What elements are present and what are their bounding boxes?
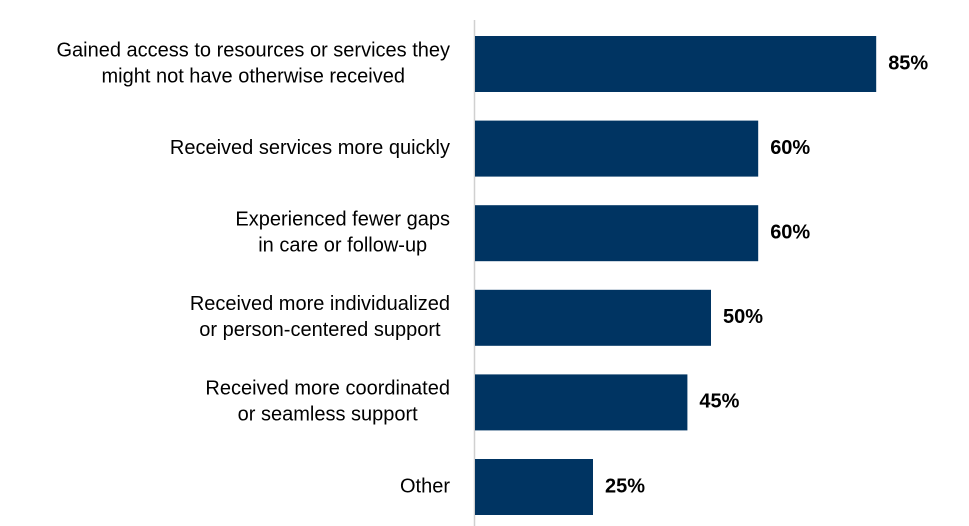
- value-label: 25%: [605, 475, 645, 497]
- value-label: 60%: [770, 221, 810, 243]
- bar: [475, 459, 593, 515]
- category-label: Received more coordinated: [205, 378, 450, 400]
- bar: [475, 374, 688, 431]
- bar: [475, 120, 759, 177]
- category-label: Other: [400, 475, 450, 497]
- value-label: 45%: [699, 391, 739, 413]
- category-label: or person-centered support: [199, 319, 441, 341]
- bar: [475, 205, 759, 262]
- bar: [475, 289, 711, 346]
- category-label: Experienced fewer gaps: [235, 208, 450, 230]
- category-label: Gained access to resources or services t…: [56, 39, 450, 61]
- category-label: Received services more quickly: [170, 137, 450, 159]
- bar: [475, 36, 877, 92]
- category-label: in care or follow-up: [258, 234, 427, 256]
- value-label: 85%: [888, 52, 928, 74]
- value-label: 50%: [723, 306, 763, 328]
- category-label: or seamless support: [238, 404, 419, 426]
- category-label: Received more individualized: [190, 293, 450, 315]
- value-label: 60%: [770, 137, 810, 159]
- category-label: might not have otherwise received: [101, 65, 405, 87]
